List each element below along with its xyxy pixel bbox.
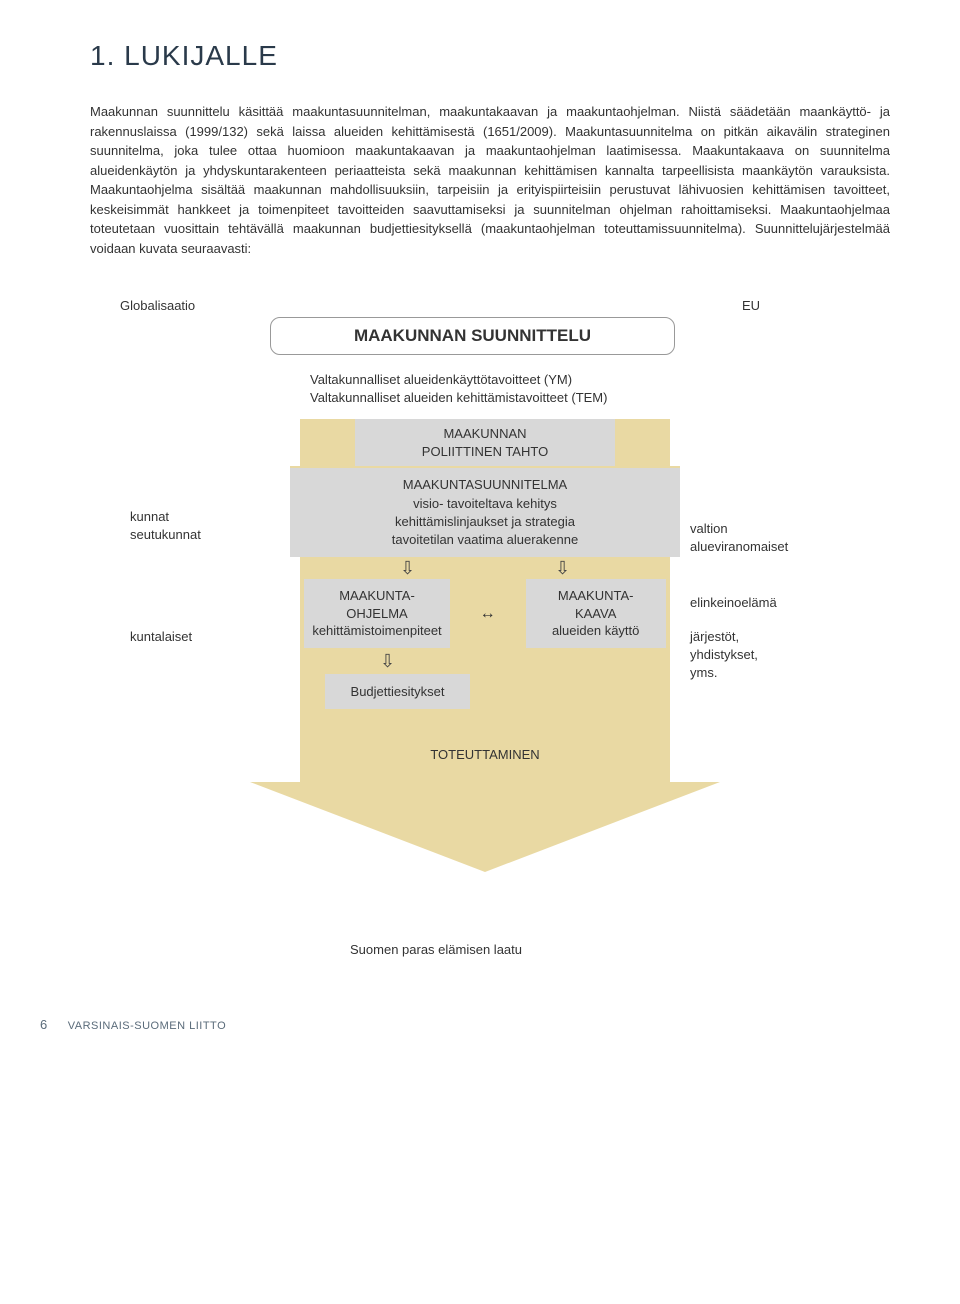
intro-paragraph: Maakunnan suunnittelu käsittää maakuntas… — [90, 102, 890, 258]
page-title: 1. LUKIJALLE — [90, 40, 890, 72]
label-jarjestot: järjestöt, yhdistykset, yms. — [690, 628, 770, 683]
label-valtion-alueviranomaiset: valtion alueviranomaiset — [690, 520, 788, 556]
down-arrows-pair: ⇩ ⇩ — [330, 561, 640, 575]
down-arrow-single: ⇩ — [380, 654, 660, 670]
arrow-head — [250, 782, 720, 872]
down-arrow-icon: ⇩ — [555, 561, 570, 575]
label-toteuttaminen: TOTEUTTAMINEN — [310, 723, 660, 782]
down-arrow-icon: ⇩ — [380, 651, 395, 671]
label-eu: EU — [742, 298, 760, 313]
box-poliittinen-tahto: MAAKUNNAN POLIITTINEN TAHTO — [355, 419, 615, 466]
arrow-shaft: MAAKUNNAN POLIITTINEN TAHTO MAAKUNTASUUN… — [300, 419, 670, 781]
national-goals-line2: Valtakunnalliset alueiden kehittämistavo… — [310, 389, 675, 407]
title-box-maakunnan-suunnittelu: MAAKUNNAN SUUNNITTELU — [270, 317, 675, 355]
caption-suomen-paras: Suomen paras elämisen laatu — [350, 942, 770, 957]
box-maakuntaohjelma: MAAKUNTA- OHJELMA kehittämistoimenpiteet — [304, 579, 449, 648]
national-goals-text: Valtakunnalliset alueidenkäyttötavoittee… — [310, 371, 675, 407]
page-number: 6 — [40, 1017, 48, 1032]
national-goals-line1: Valtakunnalliset alueidenkäyttötavoittee… — [310, 371, 675, 389]
label-kuntalaiset: kuntalaiset — [130, 628, 192, 646]
swap-arrow-icon: ↔ — [480, 605, 496, 623]
label-globalisaatio: Globalisaatio — [120, 298, 195, 313]
box-maakuntasuunnitelma: MAAKUNTASUUNNITELMA visio- tavoiteltava … — [290, 466, 680, 557]
box-maakuntakaava: MAAKUNTA- KAAVA alueiden käyttö — [526, 579, 666, 648]
label-kunnat-seutukunnat: kunnat seutukunnat — [130, 508, 201, 544]
label-elinkeinoelama: elinkeinoelämä — [690, 594, 777, 612]
down-arrow-icon: ⇩ — [400, 561, 415, 575]
box-budjettiesitykset: Budjettiesitykset — [325, 674, 470, 709]
footer-org: VARSINAIS-SUOMEN LIITTO — [68, 1020, 226, 1032]
planning-diagram: Globalisaatio EU MAAKUNNAN SUUNNITTELU V… — [110, 298, 770, 957]
